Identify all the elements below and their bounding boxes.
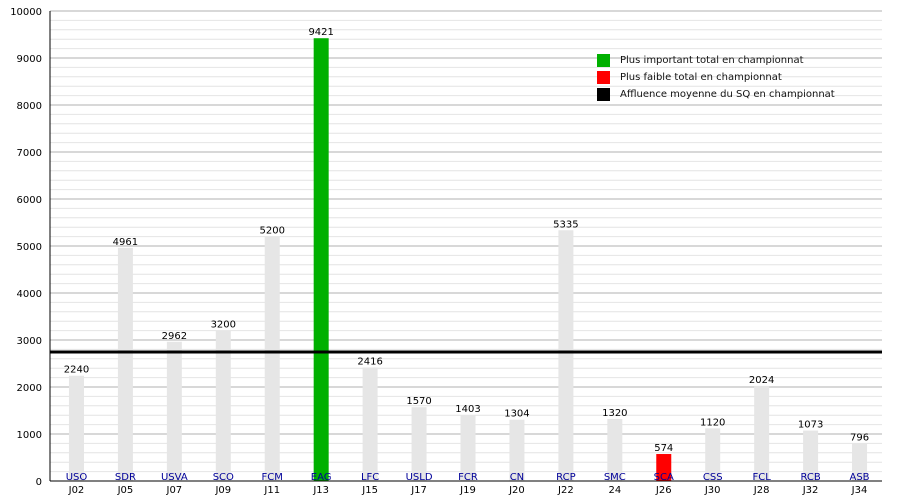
team-label-LFC: LFC xyxy=(361,472,379,483)
labels: 0 1000 2000 3000 4000 5000 6000 7000 8000 9000 100… xyxy=(10,7,869,496)
x-tick-label-J13: J13 xyxy=(312,485,329,496)
value-label-J07: 2962 xyxy=(162,331,187,342)
y-tick-label: 7000 xyxy=(17,148,42,159)
y-tick-label: 4000 xyxy=(17,289,42,300)
y-tick-label: 8000 xyxy=(17,101,42,112)
y-tick-label: 10000 xyxy=(10,7,42,18)
x-tick-label-J07: J07 xyxy=(166,485,183,496)
value-label-J13: 9421 xyxy=(308,27,333,38)
bar-J09 xyxy=(215,330,231,481)
team-label-EAG: EAG xyxy=(311,472,332,483)
legend-swatch-average xyxy=(597,88,610,101)
bar-J02 xyxy=(68,375,84,481)
x-tick-label-J15: J15 xyxy=(361,485,378,496)
x-tick-label-J02: J02 xyxy=(68,485,85,496)
bar-J07 xyxy=(166,341,182,481)
team-label-SDR: SDR xyxy=(115,472,136,483)
legend-swatch-min xyxy=(597,71,610,84)
team-label-CN: CN xyxy=(510,472,524,483)
axes xyxy=(49,11,882,482)
value-label-J09: 3200 xyxy=(211,320,236,331)
legend-label-average: Affluence moyenne du SQ en championnat xyxy=(620,89,835,100)
value-label-J15: 2416 xyxy=(357,356,382,367)
bar-J28 xyxy=(754,385,770,481)
x-tick-label-J32: J32 xyxy=(802,485,819,496)
x-tick-label-J19: J19 xyxy=(459,485,476,496)
team-label-ASB: ASB xyxy=(849,472,869,483)
y-tick-label: 2000 xyxy=(17,383,42,394)
y-tick-label: 1000 xyxy=(17,430,42,441)
legend-swatch-max xyxy=(597,54,610,67)
value-label-24: 1320 xyxy=(602,408,627,419)
y-tick-label: 6000 xyxy=(17,195,42,206)
x-tick-label-J17: J17 xyxy=(410,485,427,496)
x-tick-label-J11: J11 xyxy=(263,485,280,496)
team-label-SMC: SMC xyxy=(604,472,626,483)
team-label-SCO: SCO xyxy=(213,472,234,483)
bar-J11 xyxy=(264,236,280,481)
bar-24 xyxy=(607,418,623,481)
value-label-J11: 5200 xyxy=(260,226,285,237)
y-tick-label: 3000 xyxy=(17,336,42,347)
legend-item-max: Plus important total en championnat xyxy=(597,52,835,69)
team-label-USVA: USVA xyxy=(161,472,188,483)
x-tick-label-J34: J34 xyxy=(851,485,868,496)
team-label-RCP: RCP xyxy=(556,472,575,483)
x-tick-label-24: 24 xyxy=(608,485,621,496)
value-label-J22: 5335 xyxy=(553,219,578,230)
team-label-SCA: SCA xyxy=(654,472,674,483)
team-label-CSS: CSS xyxy=(703,472,723,483)
team-label-FCR: FCR xyxy=(458,472,478,483)
legend-item-average: Affluence moyenne du SQ en championnat xyxy=(597,86,835,103)
bars xyxy=(68,38,868,481)
x-tick-label-J28: J28 xyxy=(753,485,770,496)
value-label-J19: 1403 xyxy=(455,404,480,415)
value-label-J20: 1304 xyxy=(504,409,529,420)
team-label-RCB: RCB xyxy=(800,472,820,483)
team-label-USLD: USLD xyxy=(406,472,433,483)
x-tick-label-J09: J09 xyxy=(214,485,231,496)
team-label-USO: USO xyxy=(66,472,88,483)
legend-label-min: Plus faible total en championnat xyxy=(620,72,782,83)
bar-J20 xyxy=(509,419,525,481)
bar-J26 xyxy=(656,454,672,481)
team-label-FCL: FCL xyxy=(752,472,771,483)
x-tick-label-J30: J30 xyxy=(704,485,721,496)
y-tick-label: 0 xyxy=(36,477,42,488)
value-label-J02: 2240 xyxy=(64,365,89,376)
y-tick-label: 5000 xyxy=(17,242,42,253)
bar-J30 xyxy=(705,428,721,481)
value-label-J05: 4961 xyxy=(113,237,138,248)
bar-J17 xyxy=(411,407,427,481)
value-label-J30: 1120 xyxy=(700,417,725,428)
bar-J15 xyxy=(362,367,378,481)
x-tick-label-J26: J26 xyxy=(655,485,672,496)
value-label-J26: 574 xyxy=(654,443,673,454)
x-tick-label-J20: J20 xyxy=(508,485,525,496)
value-label-J32: 1073 xyxy=(798,420,823,431)
bar-J19 xyxy=(460,415,476,481)
legend-item-min: Plus faible total en championnat xyxy=(597,69,835,86)
x-tick-label-J22: J22 xyxy=(557,485,574,496)
legend: Plus important total en championnat Plus… xyxy=(597,52,835,103)
bar-J32 xyxy=(803,430,819,481)
bar-J05 xyxy=(117,247,133,481)
team-label-FCM: FCM xyxy=(262,472,283,483)
x-tick-label-J05: J05 xyxy=(117,485,134,496)
value-label-J28: 2024 xyxy=(749,375,774,386)
bar-J34 xyxy=(852,443,868,481)
grid xyxy=(50,10,882,482)
legend-label-max: Plus important total en championnat xyxy=(620,55,804,66)
bar-J13 xyxy=(313,38,329,481)
value-label-J34: 796 xyxy=(850,433,869,444)
value-label-J17: 1570 xyxy=(406,396,431,407)
bar-J22 xyxy=(558,230,574,481)
y-tick-label: 9000 xyxy=(17,54,42,65)
